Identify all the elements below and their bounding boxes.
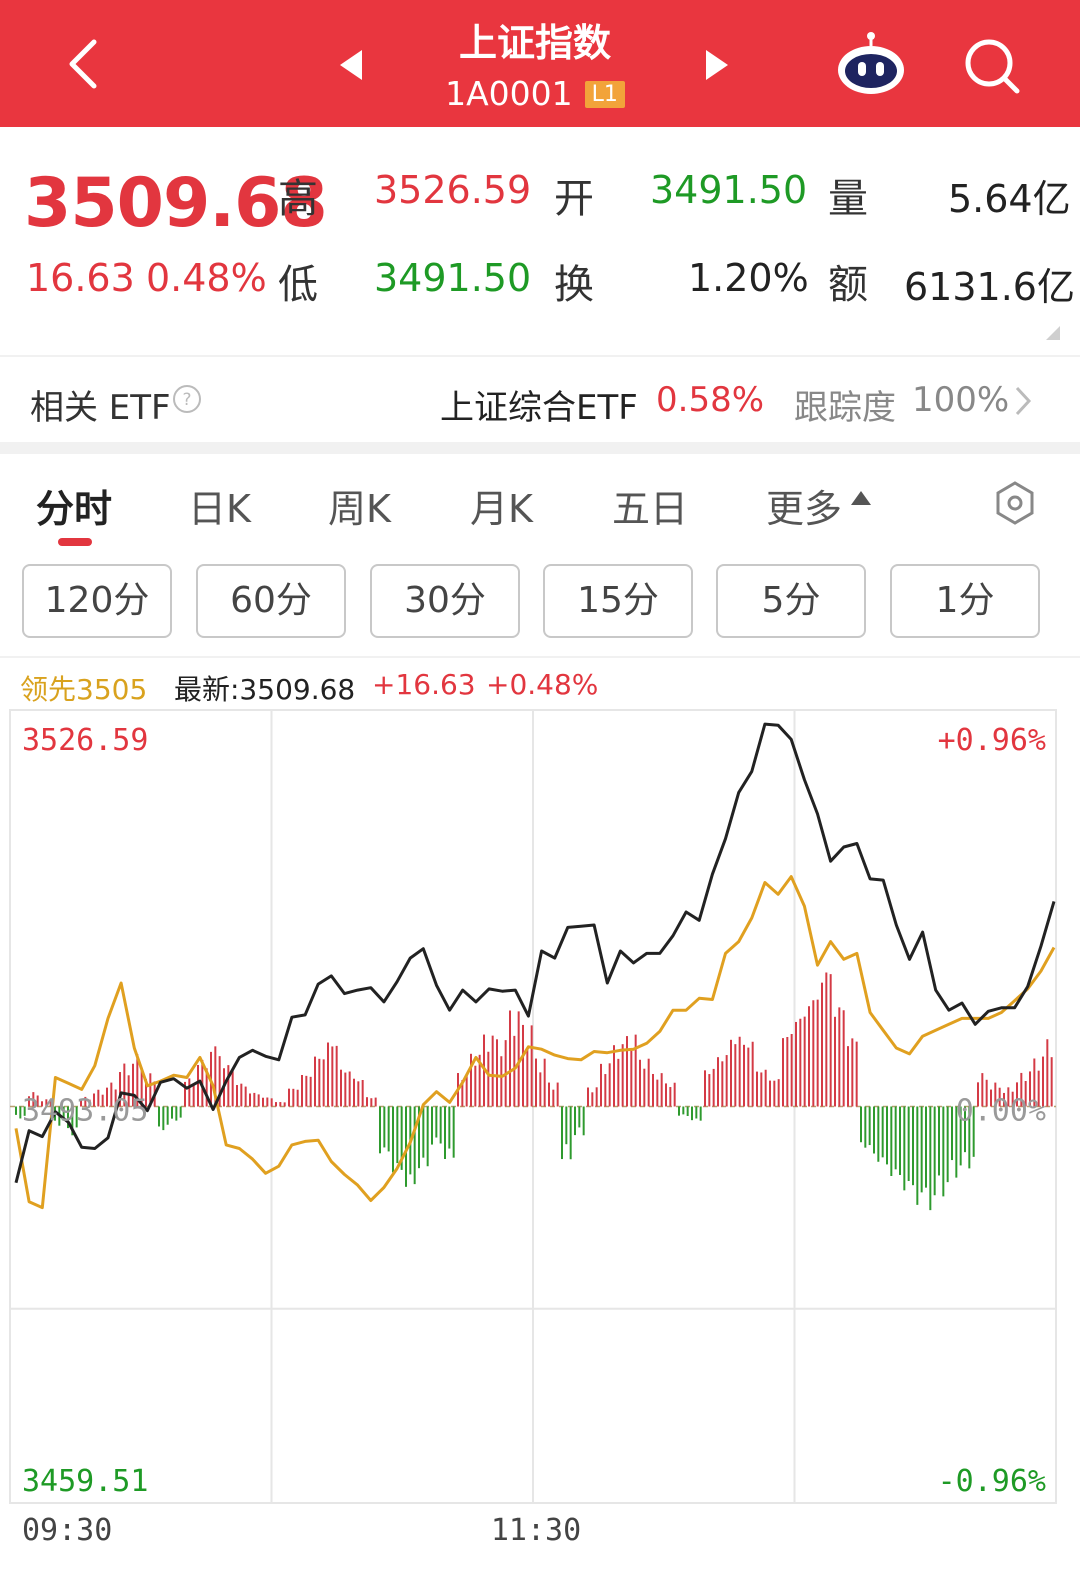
y-axis-mid-label: 3493.05 <box>22 1094 148 1129</box>
period-5m-button[interactable]: 5分 <box>716 564 866 638</box>
top-bar: 上证指数 1A0001 L1 <box>0 0 1080 127</box>
chevron-right-icon[interactable] <box>1012 384 1034 418</box>
etf-name[interactable]: 上证综合ETF <box>440 388 638 428</box>
amount-value: 6131.6亿 <box>904 265 1075 309</box>
period-120m-button[interactable]: 120分 <box>22 564 172 638</box>
search-icon[interactable] <box>962 36 1022 96</box>
y-axis-right-mid-label: 0.00% <box>956 1094 1046 1129</box>
leader-index-line <box>14 875 1056 1210</box>
y-axis-right-bottom-label: -0.96% <box>938 1464 1046 1499</box>
y-axis-bottom-label: 3459.51 <box>22 1464 148 1499</box>
settings-hexagon-icon[interactable] <box>992 480 1038 526</box>
last-price: 3509.68 <box>24 164 328 243</box>
tab-intraday[interactable]: 分时 <box>36 487 113 531</box>
period-30m-button[interactable]: 30分 <box>370 564 520 638</box>
page-title: 上证指数 <box>458 21 611 65</box>
next-arrow-icon[interactable] <box>704 48 730 82</box>
period-1m-button[interactable]: 1分 <box>890 564 1040 638</box>
open-label: 开 <box>554 176 594 222</box>
low-value: 3491.50 <box>374 256 532 300</box>
tab-monthly-k[interactable]: 月K <box>470 487 533 531</box>
tracking-label: 跟踪度 <box>794 388 896 428</box>
latest-change-label: +16.63 <box>372 668 476 701</box>
tab-five-day[interactable]: 五日 <box>612 487 689 531</box>
divider <box>0 355 1080 357</box>
section-divider <box>0 442 1080 454</box>
x-axis-label-mid: 11:30 <box>491 1513 581 1548</box>
tab-weekly-k[interactable]: 周K <box>328 487 391 531</box>
etf-change-pct: 0.58% <box>656 380 765 420</box>
help-icon[interactable]: ? <box>172 384 202 414</box>
expand-corner-icon[interactable] <box>1046 326 1060 340</box>
price-change-pct: 0.48% <box>146 256 267 300</box>
high-label: 高 <box>278 176 318 222</box>
tab-more[interactable]: 更多 <box>766 487 843 531</box>
low-label: 低 <box>278 262 318 308</box>
price-change: 16.63 <box>26 256 135 300</box>
active-tab-indicator <box>58 538 92 546</box>
y-axis-right-top-label: +0.96% <box>938 723 1046 758</box>
latest-price-label: 最新:3509.68 <box>174 673 356 706</box>
intraday-chart[interactable]: 3526.59 3493.05 3459.51 +0.96% 0.00% -0.96% 09… <box>0 700 1080 1582</box>
period-60m-button[interactable]: 60分 <box>196 564 346 638</box>
open-value: 3491.50 <box>650 168 808 212</box>
stock-code: 1A0001 <box>445 74 573 113</box>
divider <box>0 656 1080 658</box>
level-badge: L1 <box>584 81 625 108</box>
y-axis-top-label: 3526.59 <box>22 723 148 758</box>
volume-value: 5.64亿 <box>948 177 1071 221</box>
back-arrow-icon[interactable] <box>62 36 106 92</box>
volume-label: 量 <box>828 176 868 222</box>
tracking-value: 100% <box>912 380 1010 420</box>
leader-index-label: 领先3505 <box>20 673 148 706</box>
related-etf-label: 相关 ETF <box>30 388 171 428</box>
turnover-value: 1.20% <box>688 256 809 300</box>
amount-label: 额 <box>828 262 868 308</box>
tab-daily-k[interactable]: 日K <box>188 487 251 531</box>
high-value: 3526.59 <box>374 168 532 212</box>
price-line <box>14 722 1056 1184</box>
turnover-label: 换 <box>554 262 594 308</box>
x-axis-label-start: 09:30 <box>22 1513 112 1548</box>
caret-up-icon[interactable] <box>851 491 871 505</box>
latest-change-pct-label: +0.48% <box>486 668 599 701</box>
robot-assistant-icon[interactable] <box>834 30 908 96</box>
prev-arrow-icon[interactable] <box>338 48 364 82</box>
svg-text:?: ? <box>182 390 191 410</box>
period-15m-button[interactable]: 15分 <box>543 564 693 638</box>
stock-code-row: 1A0001 L1 <box>390 74 680 113</box>
